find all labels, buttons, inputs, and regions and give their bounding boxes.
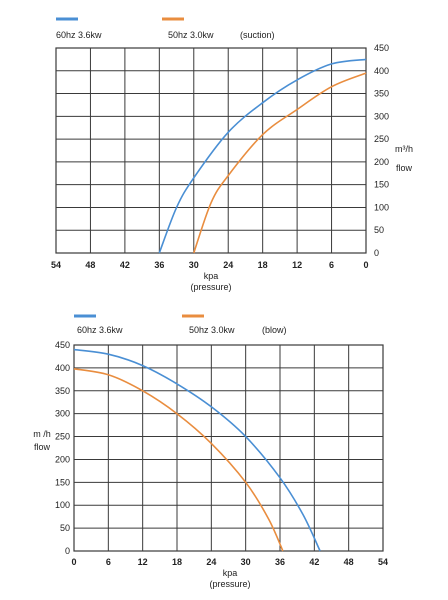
y-tick-label: 400	[55, 363, 70, 373]
x-tick-label: 12	[292, 260, 302, 270]
x-axis-label-sub: (pressure)	[190, 282, 231, 292]
y-tick-label: 250	[55, 432, 70, 442]
y-axis-label: flow	[34, 442, 51, 452]
x-tick-label: 24	[206, 557, 216, 567]
x-axis: 0 6 12 18 24 30 36 42 48 54	[71, 345, 388, 567]
x-tick-label: 42	[120, 260, 130, 270]
y-tick-label: 150	[55, 477, 70, 487]
y-axis-unit: m³/h	[395, 144, 413, 154]
y-axis-unit: m /h	[33, 429, 51, 439]
legend: 60hz 3.6kw 50hz 3.0kw (suction)	[56, 17, 275, 40]
x-tick-label: 30	[189, 260, 199, 270]
legend-note: (blow)	[262, 325, 287, 335]
x-tick-label: 36	[275, 557, 285, 567]
y-tick-label: 0	[65, 546, 70, 556]
chart-suction: 54 48 42 36 30 24 18 12 6 00 50 100 150 200 250 300 350 4…	[51, 17, 413, 292]
legend-note: (suction)	[240, 30, 275, 40]
x-tick-label: 18	[172, 557, 182, 567]
y-tick-label: 350	[55, 386, 70, 396]
plot-frame	[55, 47, 367, 254]
legend: 60hz 3.6kw 50hz 3.0kw (blow)	[74, 314, 287, 335]
series-line-60hz	[73, 348, 321, 552]
y-axis: 0 50 100 150 200 250 300 350 400 450	[55, 340, 383, 556]
y-tick-label: 200	[374, 157, 389, 167]
y-axis: 0 50 100 150 200 250 300 350 400 450	[56, 43, 389, 258]
y-tick-label: 150	[374, 180, 389, 190]
x-tick-label: 18	[258, 260, 268, 270]
legend-label: 60hz 3.6kw	[77, 325, 123, 335]
x-axis-label: kpa	[204, 271, 219, 281]
x-tick-label: 30	[241, 557, 251, 567]
x-tick-label: 12	[138, 557, 148, 567]
x-tick-label: 48	[344, 557, 354, 567]
x-tick-label: 36	[154, 260, 164, 270]
series-line-60hz	[158, 58, 367, 254]
y-tick-label: 50	[60, 523, 70, 533]
x-tick-label: 0	[363, 260, 368, 270]
y-tick-label: 350	[374, 89, 389, 99]
x-axis-label-sub: (pressure)	[209, 579, 250, 589]
y-tick-label: 100	[55, 500, 70, 510]
x-tick-label: 6	[106, 557, 111, 567]
y-tick-label: 300	[374, 111, 389, 121]
plot-frame	[73, 344, 384, 552]
series-line-50hz	[193, 72, 367, 254]
legend-label: 60hz 3.6kw	[56, 30, 102, 40]
x-tick-label: 0	[71, 557, 76, 567]
x-axis: 54 48 42 36 30 24 18 12 6 0	[51, 48, 369, 270]
y-tick-label: 250	[374, 134, 389, 144]
x-tick-label: 6	[329, 260, 334, 270]
legend-label: 50hz 3.0kw	[168, 30, 214, 40]
legend-label: 50hz 3.0kw	[189, 325, 235, 335]
x-tick-label: 48	[85, 260, 95, 270]
series-line-50hz	[73, 368, 284, 552]
y-tick-label: 200	[55, 454, 70, 464]
y-tick-label: 450	[374, 43, 389, 53]
y-tick-label: 400	[374, 66, 389, 76]
y-axis-label: flow	[396, 163, 413, 173]
y-tick-label: 450	[55, 340, 70, 350]
x-tick-label: 54	[51, 260, 61, 270]
x-axis-label: kpa	[223, 568, 238, 578]
y-tick-label: 50	[374, 225, 384, 235]
x-tick-label: 24	[223, 260, 233, 270]
y-tick-label: 0	[374, 248, 379, 258]
chart-blow: 0 6 12 18 24 30 36 42 48 54 0 50 100 150 200 250 300 350 4…	[33, 314, 388, 589]
x-tick-label: 42	[309, 557, 319, 567]
y-tick-label: 100	[374, 202, 389, 212]
x-tick-label: 54	[378, 557, 388, 567]
y-tick-label: 300	[55, 409, 70, 419]
